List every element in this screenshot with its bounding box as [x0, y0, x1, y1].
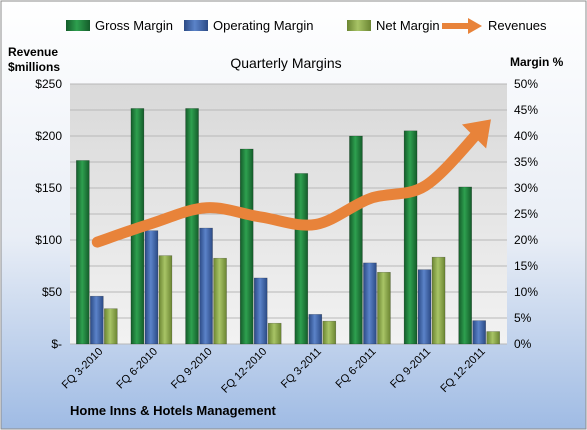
- operating-margin-bar: [253, 277, 268, 345]
- right-tick-label: 40%: [514, 129, 538, 143]
- operating-margin-bar: [417, 269, 432, 345]
- net-margin-bar: [267, 322, 282, 345]
- operating-margin-bar: [472, 320, 486, 345]
- gross-margin-bar: [239, 148, 254, 345]
- net-margin-bar: [377, 271, 391, 345]
- left-tick-label: $250: [35, 77, 62, 91]
- legend-label: Operating Margin: [213, 18, 313, 33]
- left-axis-title-line1: Revenue: [8, 45, 58, 59]
- gross-margin-bar: [458, 186, 472, 345]
- gross-margin-bar: [294, 173, 309, 345]
- gross-margin-bar: [403, 130, 418, 345]
- legend-label: Gross Margin: [95, 18, 173, 33]
- right-tick-label: 10%: [514, 285, 538, 299]
- right-tick-label: 35%: [514, 155, 538, 169]
- revenue-line-series: [91, 119, 491, 248]
- gross-margin-bar: [185, 108, 199, 345]
- operating-margin-bar: [308, 314, 323, 345]
- revenues-arrowhead: [461, 119, 491, 149]
- net-margin-bar: [104, 308, 118, 345]
- revenues-line: [91, 125, 486, 248]
- bars: [76, 108, 500, 345]
- operating-margin-bar: [363, 262, 377, 345]
- operating-margin-bar: [144, 230, 159, 345]
- right-tick-label: 20%: [514, 233, 538, 247]
- operating-margin-bar: [199, 227, 213, 345]
- net-margin-bar: [213, 257, 227, 345]
- right-tick-label: 0%: [514, 337, 532, 351]
- legend-label: Revenues: [488, 18, 547, 33]
- operating-margin-bar: [90, 295, 104, 345]
- right-tick-label: 5%: [514, 311, 532, 325]
- left-tick-label: $50: [42, 285, 62, 299]
- legend-key-operating-margin: [184, 20, 208, 31]
- right-axis-ticks: 0% 5% 10% 15% 20% 25% 30% 35% 40% 45% 50%: [514, 77, 538, 351]
- left-tick-label: $200: [35, 129, 62, 143]
- net-margin-bar: [486, 331, 500, 345]
- left-tick-label: $150: [35, 181, 62, 195]
- legend-key-net-margin: [347, 20, 371, 31]
- right-tick-label: 15%: [514, 259, 538, 273]
- gross-margin-bar: [349, 135, 363, 345]
- net-margin-bar: [431, 256, 446, 345]
- right-tick-label: 25%: [514, 207, 538, 221]
- right-tick-label: 30%: [514, 181, 538, 195]
- legend: Gross Margin Operating Margin Net Margin Re…: [66, 18, 547, 34]
- left-axis-title-line2: $millions: [8, 60, 60, 74]
- net-margin-bar: [158, 255, 173, 345]
- legend-label: Net Margin: [376, 18, 440, 33]
- left-tick-label: $100: [35, 233, 62, 247]
- legend-key-revenues-arrow: [468, 18, 482, 34]
- right-tick-label: 50%: [514, 77, 538, 91]
- chart-title: Quarterly Margins: [230, 55, 341, 71]
- legend-key-gross-margin: [66, 20, 90, 31]
- company-name: Home Inns & Hotels Management: [70, 403, 277, 418]
- left-tick-label: $-: [51, 337, 62, 351]
- gross-margin-bar: [76, 160, 90, 345]
- net-margin-bar: [322, 320, 337, 345]
- right-axis-title: Margin %: [510, 55, 564, 69]
- right-tick-label: 45%: [514, 103, 538, 117]
- left-axis-ticks: $- $50 $100 $150 $200 $250: [35, 77, 62, 351]
